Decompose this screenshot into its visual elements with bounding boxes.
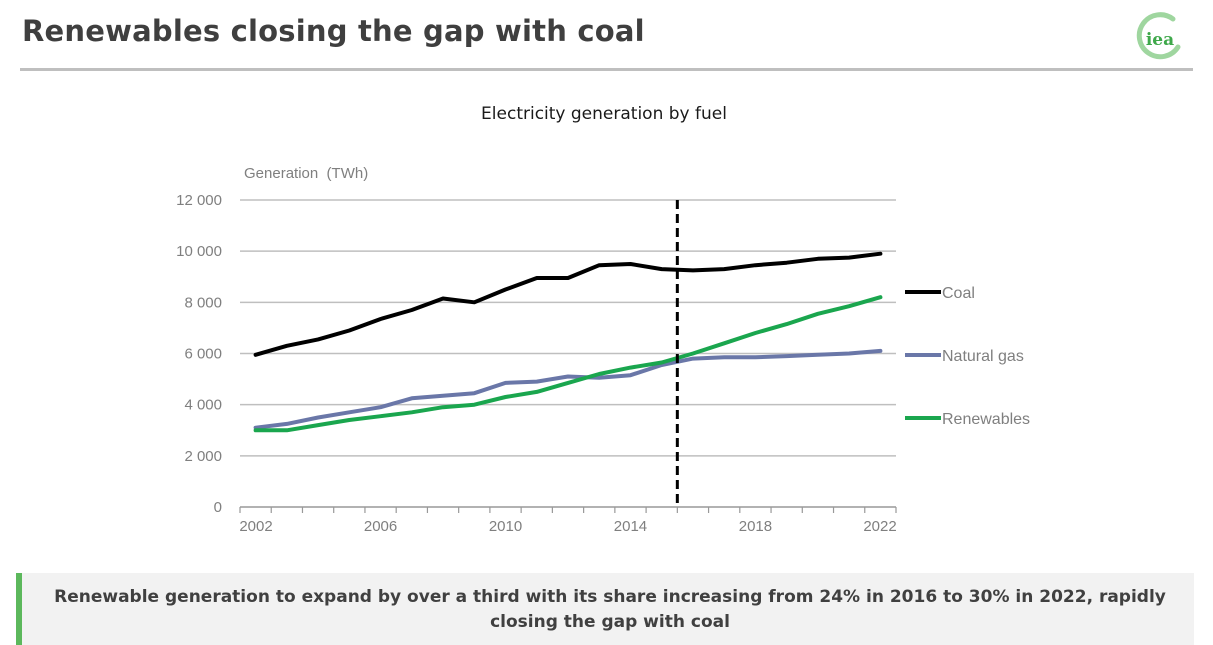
chart-title: Electricity generation by fuel [481,104,727,124]
chart-svg: Electricity generation by fuel Generatio… [176,104,1030,535]
callout-accent-bar [16,573,22,645]
y-tick-label: 2 000 [184,448,222,465]
chart: Electricity generation by fuel Generatio… [176,104,1030,535]
y-tick-label: 0 [214,499,222,516]
x-tick-label: 2018 [739,518,772,535]
x-tick-label: 2010 [489,518,522,535]
title-divider [20,68,1193,71]
iea-logo-icon: iea [1136,12,1181,60]
callout-text: Renewable generation to expand by over a… [54,587,1166,632]
y-tick-label: 12 000 [176,192,222,209]
legend-label: Renewables [942,411,1030,428]
slide-title: Renewables closing the gap with coal [22,14,645,48]
y-tick-label: 4 000 [184,397,222,414]
x-tick-label: 2006 [364,518,397,535]
y-axis-label: Generation (TWh) [244,165,368,182]
legend-label: Coal [942,285,975,302]
x-tick-label: 2022 [863,518,896,535]
logo-text: iea [1146,30,1174,50]
y-tick-label: 6 000 [184,346,222,363]
x-tick-label: 2002 [239,518,272,535]
series-line-renewables [253,295,883,433]
legend-label: Natural gas [942,348,1024,365]
x-tick-label: 2014 [614,518,647,535]
series-line-coal [253,251,883,357]
y-tick-label: 8 000 [184,294,222,311]
y-tick-label: 10 000 [176,243,222,260]
series-line-natural-gas [253,348,883,430]
key-message-callout: Renewable generation to expand by over a… [16,573,1194,645]
